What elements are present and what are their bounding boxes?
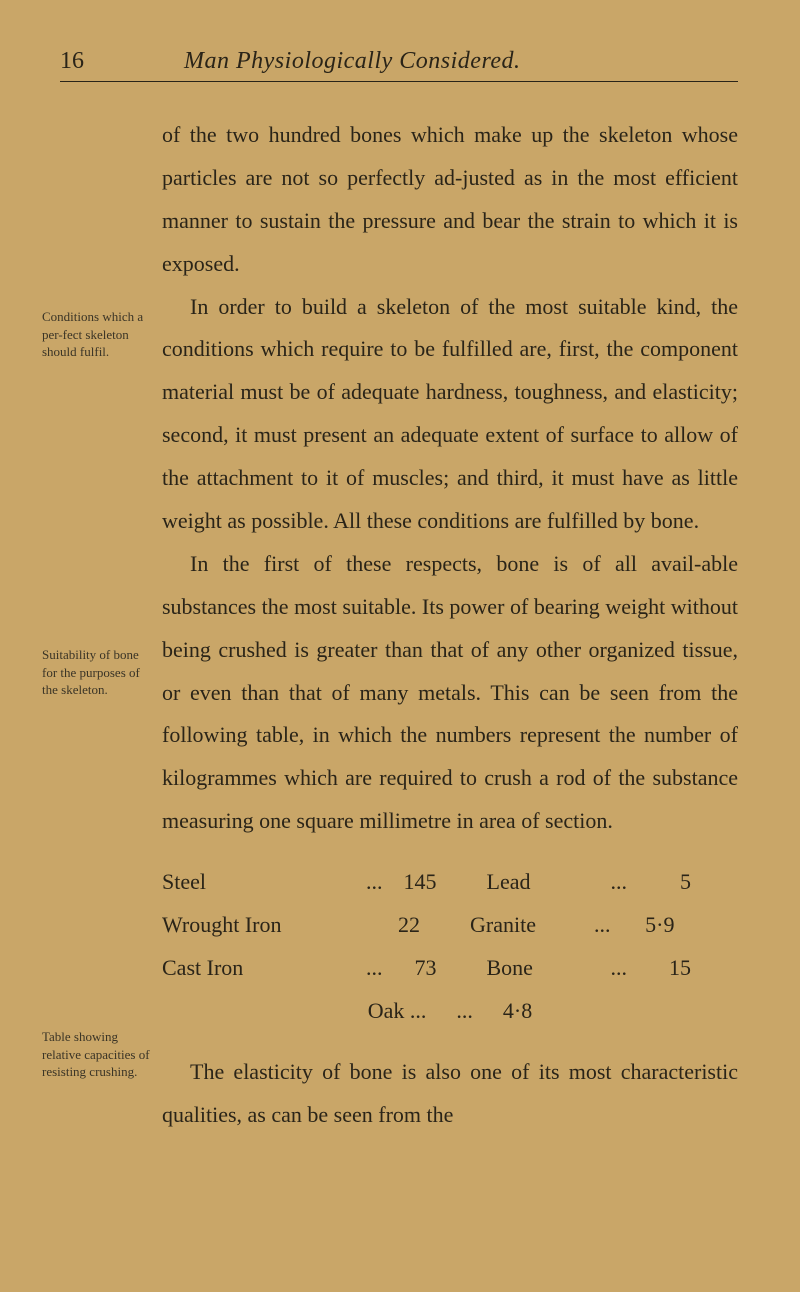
page-header: 16 Man Physiologically Considered. [60,48,738,82]
paragraph-1: of the two hundred bones which make up t… [162,114,738,286]
table-cell: 5 [631,861,691,904]
body-column: of the two hundred bones which make up t… [162,114,738,1136]
table-row: Cast Iron ... 73 Bone ... 15 [162,947,738,990]
margin-note-table: Table showing relative capacities of res… [42,1028,150,1081]
table-dots: ... [362,861,387,904]
table-cell: Cast Iron [162,947,362,990]
crushing-table: Steel ... 145 Lead ... 5 Wrought Iron 22… [162,861,738,1033]
table-dots: ... [362,947,387,990]
table-cell: 145 [387,861,437,904]
table-dots: ... [456,990,473,1033]
table-cell: Lead [487,861,607,904]
table-cell: Wrought Iron [162,904,362,947]
paragraph-2: In order to build a skeleton of the most… [162,286,738,543]
table-cell: 15 [631,947,691,990]
table-row: Steel ... 145 Lead ... 5 [162,861,738,904]
table-row: Wrought Iron 22 Granite ... 5·9 [162,904,738,947]
table-row-oak: Oak ... ... 4·8 [162,990,738,1033]
margin-column: Conditions which a per-fect skeleton sho… [42,114,162,1136]
table-cell: Steel [162,861,362,904]
page-number: 16 [60,48,84,75]
table-cell: 5·9 [615,904,675,947]
table-cell: Granite [470,904,590,947]
margin-note-suitability: Suitability of bone for the purposes of … [42,646,150,699]
table-cell: Bone [487,947,607,990]
table-dots: ... [590,904,615,947]
paragraph-4: The elasticity of bone is also one of it… [162,1051,738,1137]
margin-note-conditions: Conditions which a per-fect skeleton sho… [42,308,150,361]
table-cell: 4·8 [503,990,532,1033]
table-cell: 22 [370,904,420,947]
paragraph-3: In the first of these respects, bone is … [162,543,738,843]
page-title: Man Physiologically Considered. [184,48,521,75]
table-dots: ... [607,861,632,904]
content-area: Conditions which a per-fect skeleton sho… [42,114,738,1136]
table-cell: Oak ... [368,990,427,1033]
table-cell: 73 [387,947,437,990]
table-dots: ... [607,947,632,990]
